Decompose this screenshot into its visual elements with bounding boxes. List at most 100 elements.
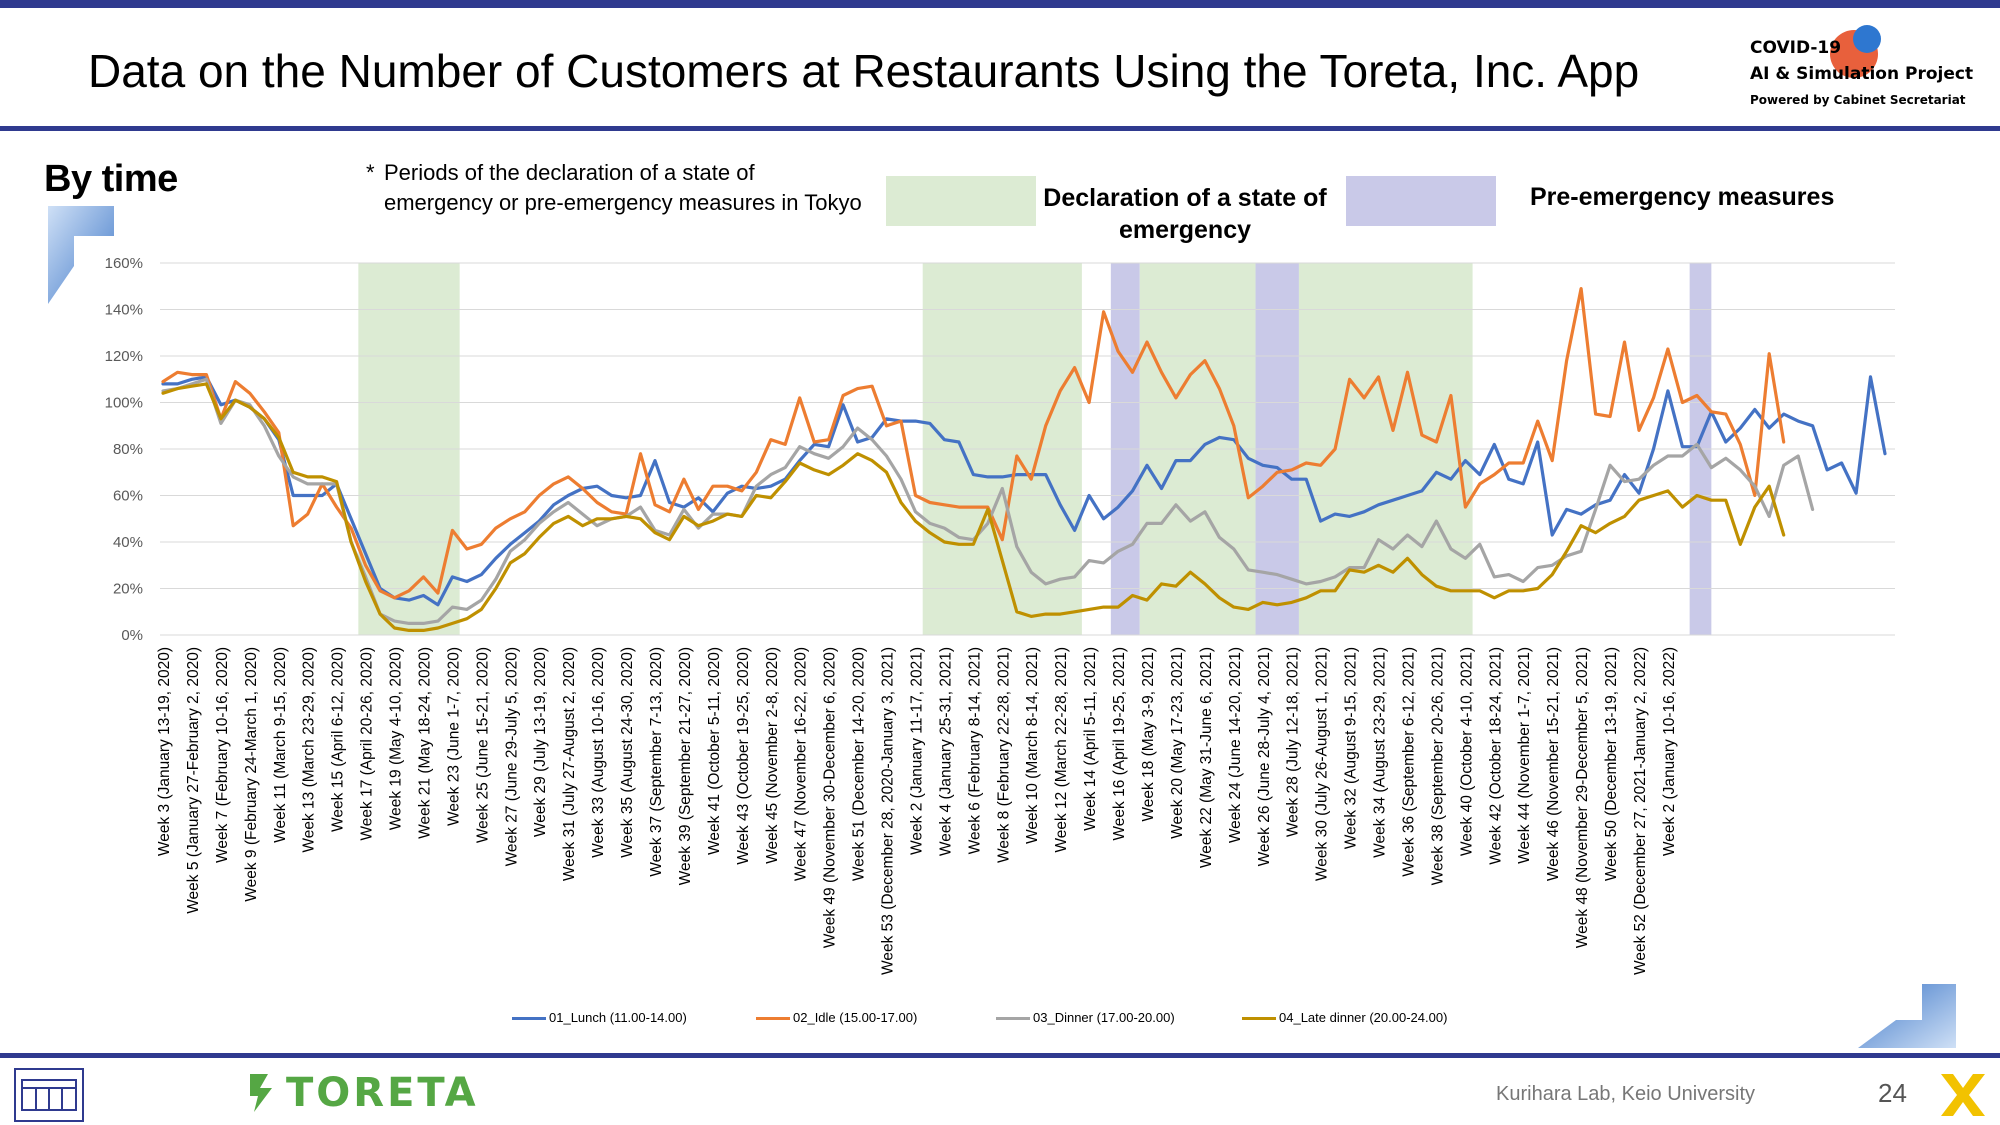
project-logo-line2: AI & Simulation Project	[1750, 64, 1974, 84]
series-line-idle	[161, 286, 1786, 600]
gridlines	[160, 262, 1895, 636]
legend-dinner: 03_Dinner (17.00-20.00)	[996, 1010, 1175, 1025]
x-tick-label: Week 9 (February 24-March 1, 2020)	[243, 647, 260, 902]
y-tick-label: 40%	[113, 534, 143, 551]
project-logo-line3: Powered by Cabinet Secretariat	[1750, 93, 1966, 107]
header-divider	[0, 126, 2000, 131]
legend-idle-swatch	[756, 1017, 790, 1021]
page-number: 24	[1878, 1078, 1907, 1108]
section-subtitle: By time	[44, 158, 178, 200]
x-tick-label: Week 6 (February 8-14, 2021)	[966, 647, 983, 854]
x-tick-label: Week 18 (May 3-9, 2021)	[1140, 647, 1157, 822]
x-tick-label: Week 5 (January 27-February 2, 2020)	[185, 647, 202, 914]
x-tick-label: Week 14 (April 5-11, 2021)	[1082, 647, 1099, 831]
x-tick-label: Week 17 (April 20-26, 2020)	[359, 647, 376, 841]
x-tick-label: Week 8 (February 22-28, 2021)	[995, 647, 1012, 863]
x-tick-label: Week 3 (January 13-19, 2020)	[156, 647, 173, 856]
x-tick-label: Week 25 (June 15-21, 2020)	[474, 647, 491, 843]
x-tick-label: Week 37 (September 7-13, 2020)	[648, 647, 665, 877]
y-tick-label: 120%	[105, 348, 143, 365]
x-tick-label: Week 10 (March 8-14, 2021)	[1024, 647, 1041, 844]
x-tick-label: Week 2 (January 11-17, 2021)	[909, 647, 926, 855]
legend-lunch: 01_Lunch (11.00-14.00)	[512, 1010, 687, 1025]
period-note: Periods of the declaration of a state of…	[384, 160, 862, 215]
x-tick-label: Week 36 (September 6-12, 2021)	[1401, 647, 1418, 877]
x-tick-label: Week 51 (December 14-20, 2020)	[851, 647, 868, 881]
legend-lunch-label: 01_Lunch (11.00-14.00)	[549, 1010, 687, 1025]
lab-credit: Kurihara Lab, Keio University	[1496, 1083, 1756, 1105]
legend-late-dinner: 04_Late dinner (20.00-24.00)	[1242, 1010, 1447, 1025]
legend-late-dinner-swatch	[1242, 1017, 1276, 1021]
x-tick-label: Week 50 (December 13-19, 2021)	[1603, 647, 1620, 881]
x-logo-icon	[1941, 1074, 1985, 1116]
page-title: Data on the Number of Customers at Resta…	[88, 45, 1640, 97]
pre-emergency-legend-swatch	[1346, 176, 1496, 226]
x-tick-label: Week 39 (September 21-27, 2020)	[677, 647, 694, 885]
y-tick-label: 140%	[105, 302, 143, 319]
x-tick-label: Week 22 (May 31-June 6, 2021)	[1198, 647, 1215, 868]
x-tick-label: Week 32 (August 9-15, 2021)	[1343, 647, 1360, 849]
x-tick-label: Week 47 (November 16-22, 2020)	[793, 647, 810, 881]
pre-emergency-legend-label: Pre-emergency measures	[1530, 183, 1835, 211]
keio-lab-logo-icon	[14, 1068, 84, 1122]
x-tick-label: Week 29 (July 13-19, 2020)	[532, 647, 549, 837]
x-tick-label: Week 13 (March 23-29, 2020)	[301, 647, 318, 853]
x-tick-label: Week 2 (January 10-16, 2022)	[1661, 647, 1678, 856]
x-tick-label: Week 34 (August 23-29, 2021)	[1372, 647, 1389, 858]
x-tick-label: Week 53 (December 28, 2020-January 3, 20…	[880, 647, 897, 975]
logo-blue-circle	[1853, 25, 1881, 53]
y-tick-label: 160%	[105, 255, 143, 272]
x-tick-label: Week 7 (February 10-16, 2020)	[214, 647, 231, 863]
series-line-late-dinner	[161, 382, 1786, 632]
x-tick-label: Week 23 (June 1-7, 2020)	[445, 647, 462, 826]
y-axis-ticks: 0% 20% 40% 60% 80% 100% 120% 140% 160%	[105, 255, 143, 644]
x-tick-label: Week 42 (October 18-24, 2021)	[1487, 647, 1504, 865]
x-tick-label: Week 33 (August 10-16, 2020)	[590, 647, 607, 858]
x-tick-label: Week 27 (June 29-July 5, 2020)	[503, 647, 520, 866]
x-axis-ticks: Week 3 (January 13-19, 2020) Week 5 (Janu…	[156, 647, 1678, 975]
emergency-legend-label: Declaration of a state of emergency	[1043, 184, 1327, 244]
x-tick-label: Week 28 (July 12-18, 2021)	[1285, 647, 1302, 837]
x-tick-label: Week 20 (May 17-23, 2021)	[1169, 647, 1186, 839]
footer-divider	[0, 1053, 2000, 1058]
top-accent-bar	[0, 0, 2000, 8]
legend-late-dinner-label: 04_Late dinner (20.00-24.00)	[1279, 1010, 1448, 1025]
legend-idle: 02_Idle (15.00-17.00)	[756, 1010, 917, 1025]
corner-decoration-icon	[48, 206, 114, 304]
x-tick-label: Week 30 (July 26-August 1, 2021)	[1314, 647, 1331, 881]
note-asterisk: *	[366, 160, 375, 185]
x-tick-label: Week 35 (August 24-30, 2020)	[619, 647, 636, 858]
emergency-legend-swatch	[886, 176, 1036, 226]
x-tick-label: Week 52 (December 27, 2021-January 2, 20…	[1632, 647, 1649, 975]
line-chart: 0% 20% 40% 60% 80% 100% 120% 140% 160% Week 3 (J…	[105, 255, 1895, 975]
x-tick-label: Week 11 (March 9-15, 2020)	[272, 647, 289, 843]
project-logo-line1: COVID-19	[1750, 38, 1842, 58]
x-tick-label: Week 41 (October 5-11, 2020)	[706, 647, 723, 855]
x-tick-label: Week 38 (September 20-26, 2021)	[1429, 647, 1446, 885]
series-line-dinner	[161, 377, 1815, 625]
x-tick-label: Week 48 (November 29-December 5, 2021)	[1574, 647, 1591, 948]
y-tick-label: 60%	[113, 488, 143, 505]
x-tick-label: Week 49 (November 30-December 6, 2020)	[822, 647, 839, 948]
x-tick-label: Week 12 (March 22-28, 2021)	[1053, 647, 1070, 853]
toreta-brand: TORETA	[286, 1070, 479, 1116]
x-tick-label: Week 16 (April 19-25, 2021)	[1111, 647, 1128, 841]
legend-dinner-label: 03_Dinner (17.00-20.00)	[1033, 1010, 1175, 1025]
x-tick-label: Week 26 (June 28-July 4, 2021)	[1256, 647, 1273, 866]
x-tick-label: Week 43 (October 19-25, 2020)	[735, 647, 752, 865]
x-tick-label: Week 44 (November 1-7, 2021)	[1516, 647, 1533, 864]
legend-dinner-swatch	[996, 1017, 1030, 1021]
y-tick-label: 20%	[113, 581, 143, 598]
y-tick-label: 100%	[105, 395, 143, 412]
toreta-logo-icon	[250, 1074, 272, 1112]
y-tick-label: 80%	[113, 441, 143, 458]
x-tick-label: Week 45 (November 2-8, 2020)	[764, 647, 781, 864]
series-lines	[161, 286, 1887, 632]
x-tick-label: Week 21 (May 18-24, 2020)	[417, 647, 434, 839]
x-tick-label: Week 40 (October 4-10, 2021)	[1458, 647, 1475, 856]
x-tick-label: Week 46 (November 15-21, 2021)	[1545, 647, 1562, 881]
x-tick-label: Week 24 (June 14-20, 2021)	[1227, 647, 1244, 843]
x-tick-label: Week 19 (May 4-10, 2020)	[388, 647, 405, 830]
legend-lunch-swatch	[512, 1017, 546, 1021]
corner-decoration-icon	[1858, 984, 1956, 1048]
